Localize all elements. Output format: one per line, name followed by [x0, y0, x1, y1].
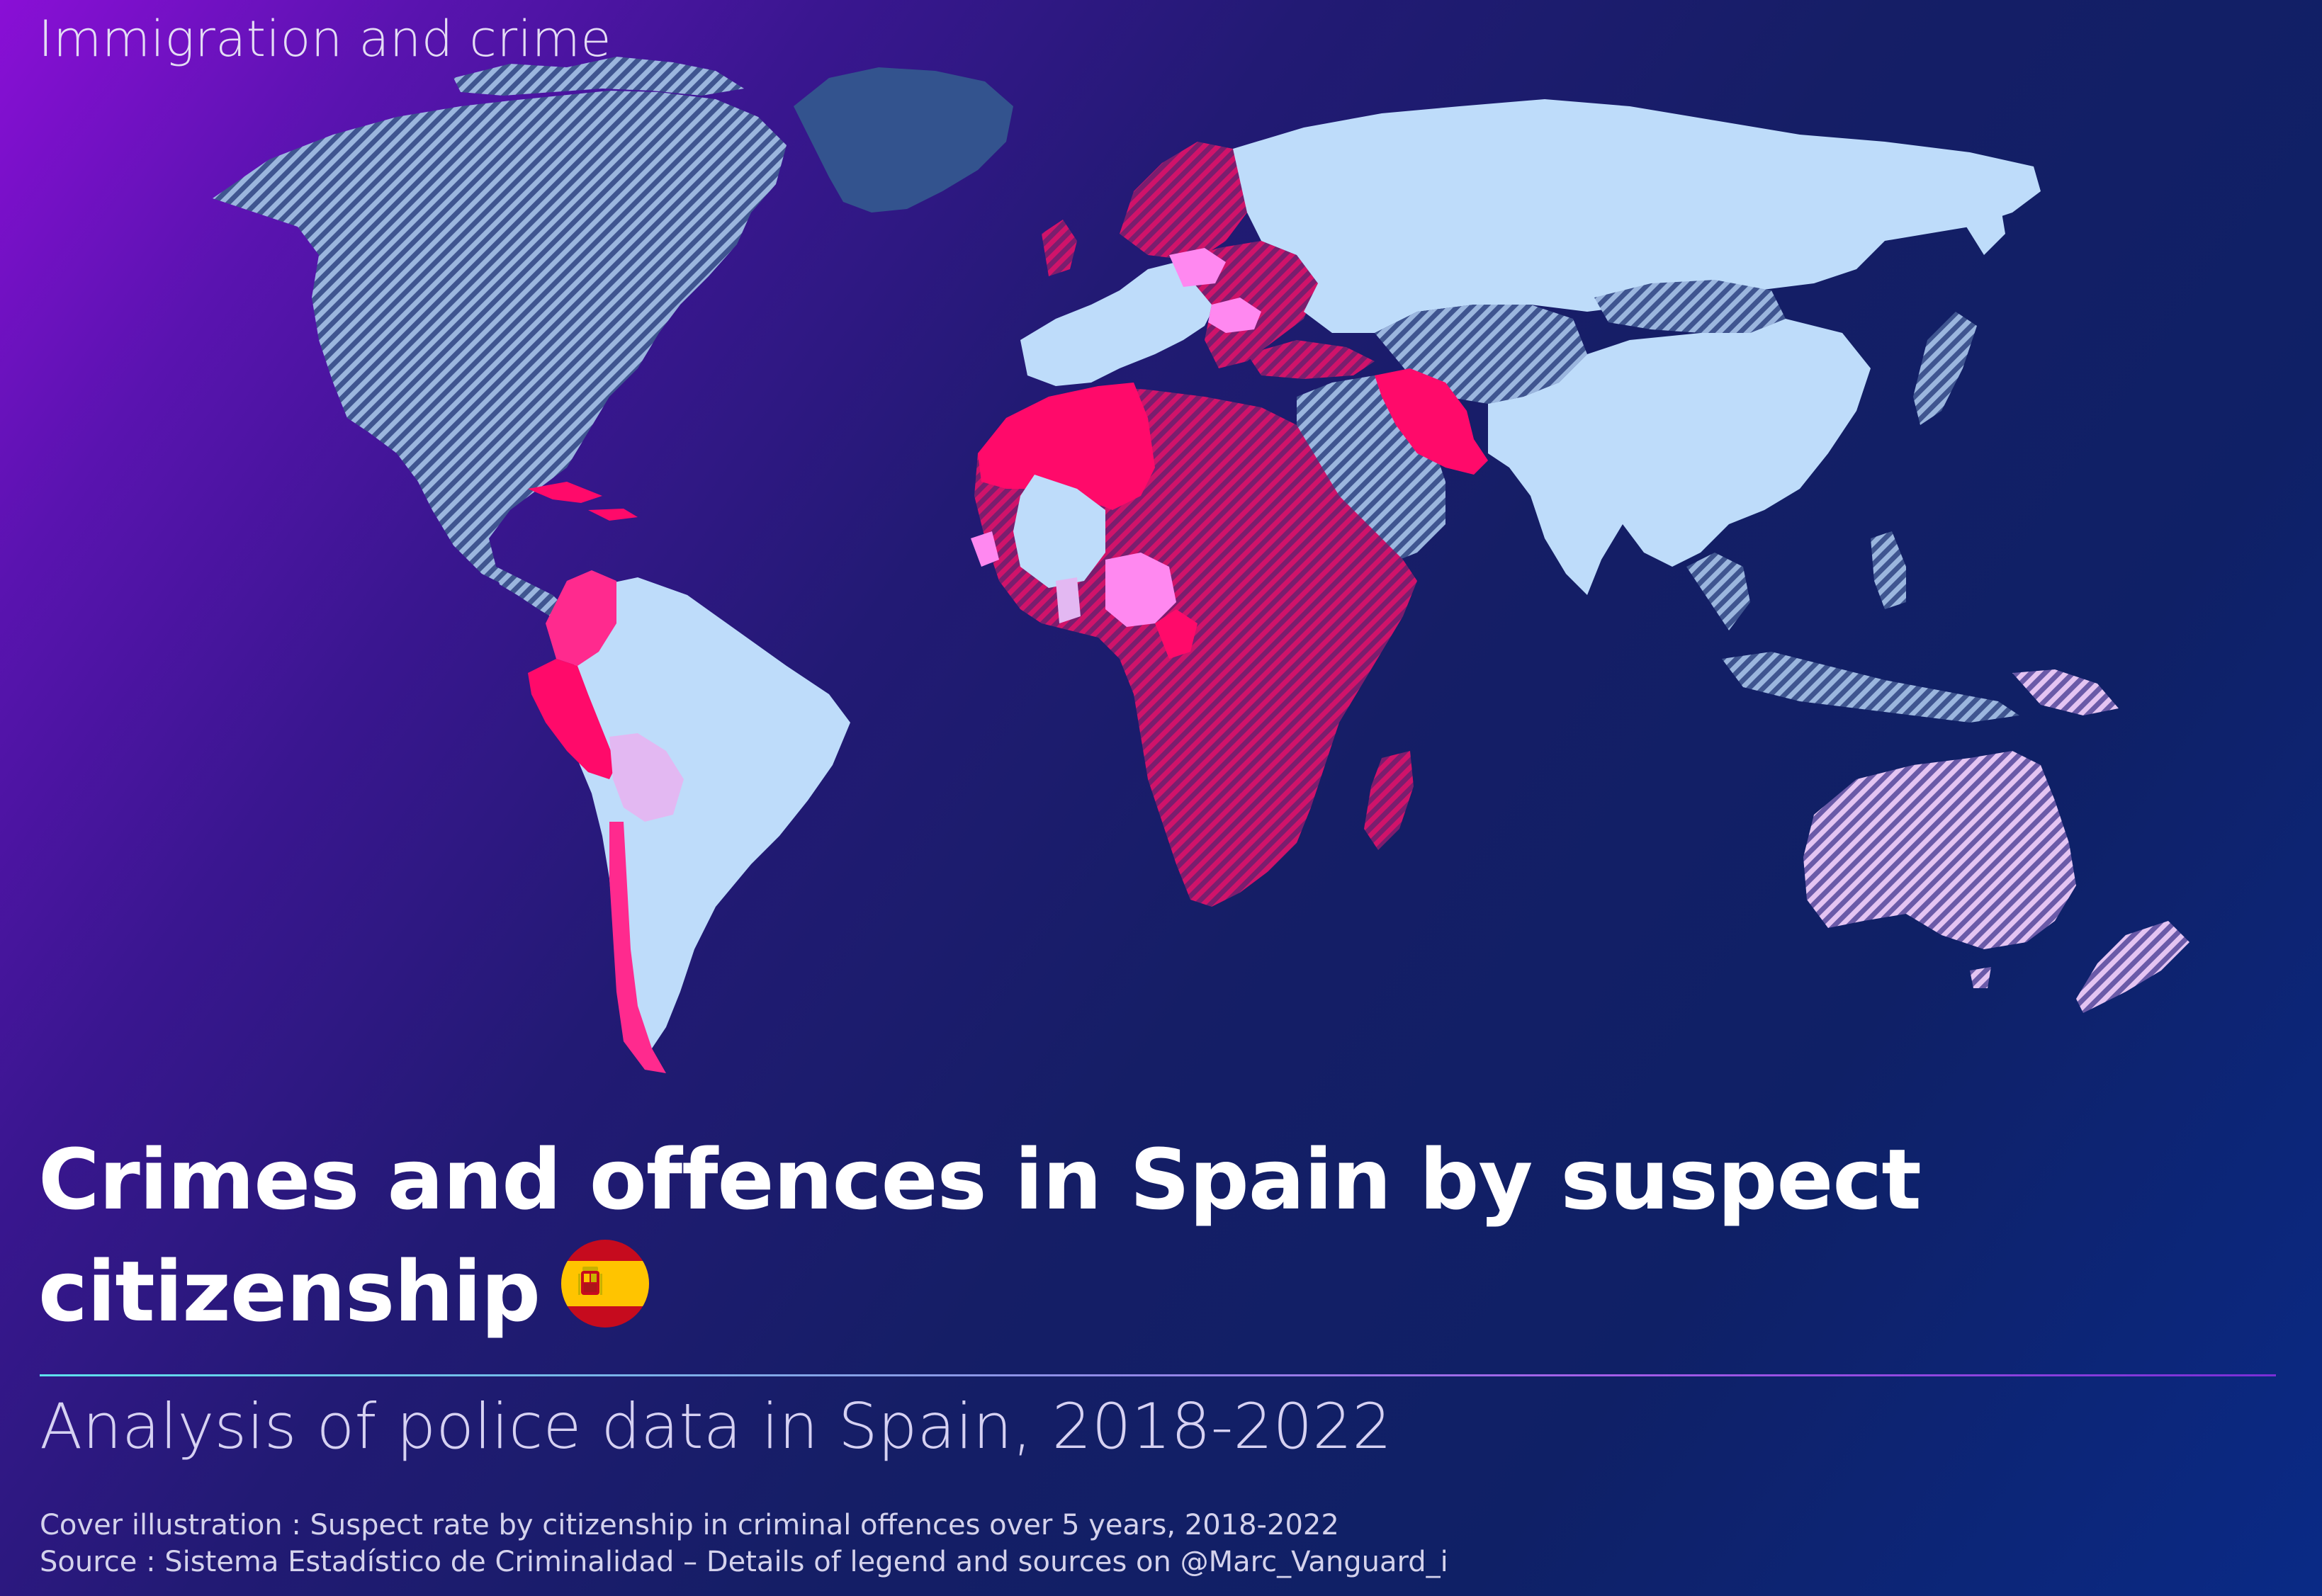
- divider-line: [40, 1374, 2276, 1376]
- spain-flag-icon: [560, 1238, 650, 1356]
- russia-region: [1233, 99, 2041, 333]
- north-america-region: [213, 91, 787, 588]
- madagascar-region: [1364, 751, 1414, 850]
- title-line-2-wrapper: citizenship: [38, 1235, 1951, 1356]
- japan-region: [1913, 312, 1977, 425]
- mali-region: [1013, 475, 1105, 588]
- tasmania-region: [1970, 967, 1991, 988]
- indonesia-region: [1722, 652, 2019, 723]
- scandinavia-region: [1120, 142, 1254, 259]
- turkey-region: [1247, 340, 1375, 379]
- kamchatka-coast: [1966, 191, 2005, 255]
- subtitle: Analysis of police data in Spain, 2018-2…: [40, 1390, 1392, 1463]
- romania-region: [1208, 298, 1261, 333]
- title-line-2: citizenship: [38, 1243, 541, 1340]
- bolivia-region: [609, 733, 684, 822]
- uk-region: [1042, 220, 1077, 276]
- new-zealand-region: [2076, 921, 2189, 1013]
- source-caption: Source : Sistema Estadístico de Criminal…: [40, 1546, 1448, 1578]
- arctic-islands: [453, 57, 744, 96]
- mongolia-china-north: [1594, 280, 1786, 333]
- philippines-region: [1871, 531, 1906, 609]
- caribbean-islands: [588, 509, 638, 521]
- poland-region: [1169, 248, 1226, 287]
- western-europe-region: [1020, 262, 1219, 386]
- australia-region: [1803, 751, 2076, 949]
- new-guinea-region: [2012, 669, 2119, 715]
- greenland-region: [794, 67, 1013, 213]
- central-america: [496, 567, 567, 620]
- iran-region: [1375, 368, 1488, 475]
- colombia-region: [546, 570, 616, 666]
- maghreb-region: [978, 383, 1155, 510]
- south-america-light: [567, 577, 850, 1048]
- kicker-text: Immigration and crime: [38, 10, 612, 68]
- ghana-region: [1056, 577, 1081, 623]
- nigeria-region: [1105, 553, 1176, 627]
- peru-region: [528, 659, 616, 779]
- cameroon-region: [1155, 609, 1197, 659]
- caribbean-region: [528, 482, 602, 503]
- page-title: Crimes and offences in Spain by suspect …: [38, 1124, 1951, 1356]
- south-east-asia-region: [1488, 319, 1871, 595]
- southeast-asia-mainland: [1686, 553, 1750, 630]
- west-africa-coast: [971, 531, 999, 567]
- cover-caption: Cover illustration : Suspect rate by cit…: [40, 1509, 1339, 1541]
- title-line-1: Crimes and offences in Spain by suspect: [38, 1131, 1922, 1228]
- chile-region: [609, 822, 666, 1073]
